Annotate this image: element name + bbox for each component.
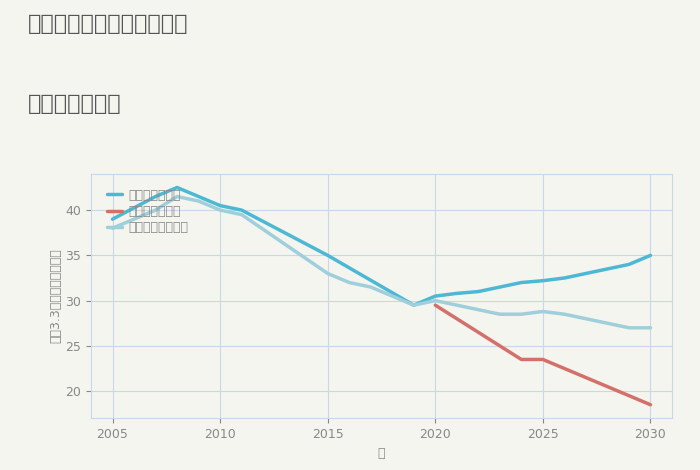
バッドシナリオ [453,316,461,321]
グッドシナリオ [582,271,590,276]
ノーマルシナリオ [237,212,246,218]
グッドシナリオ [195,194,203,199]
X-axis label: 年: 年 [378,446,385,460]
グッドシナリオ [173,185,181,190]
グッドシナリオ [474,289,482,294]
グッドシナリオ [151,194,160,199]
ノーマルシナリオ [195,198,203,204]
バッドシナリオ [539,357,547,362]
グッドシナリオ [646,252,654,258]
グッドシナリオ [517,280,526,285]
ノーマルシナリオ [603,321,612,326]
ノーマルシナリオ [388,293,396,299]
ノーマルシナリオ [151,207,160,213]
Text: 愛知県海部郡蟹江町今西の: 愛知県海部郡蟹江町今西の [28,14,188,34]
グッドシナリオ [560,275,568,281]
Line: ノーマルシナリオ: ノーマルシナリオ [113,196,650,328]
グッドシナリオ [625,262,634,267]
Line: グッドシナリオ: グッドシナリオ [113,188,650,305]
グッドシナリオ [410,302,418,308]
ノーマルシナリオ [431,298,440,304]
バッドシナリオ [582,375,590,380]
ノーマルシナリオ [453,302,461,308]
Line: バッドシナリオ: バッドシナリオ [435,305,650,405]
ノーマルシナリオ [173,194,181,199]
Text: 土地の価格推移: 土地の価格推移 [28,94,122,114]
ノーマルシナリオ [410,302,418,308]
ノーマルシナリオ [216,207,224,213]
バッドシナリオ [474,329,482,335]
ノーマルシナリオ [560,312,568,317]
グッドシナリオ [108,216,117,222]
ノーマルシナリオ [582,316,590,321]
ノーマルシナリオ [517,312,526,317]
バッドシナリオ [603,384,612,390]
ノーマルシナリオ [345,280,354,285]
グッドシナリオ [323,252,332,258]
ノーマルシナリオ [367,284,375,290]
ノーマルシナリオ [108,226,117,231]
グッドシナリオ [539,278,547,283]
バッドシナリオ [431,302,440,308]
ノーマルシナリオ [496,312,504,317]
グッドシナリオ [216,203,224,208]
ノーマルシナリオ [539,309,547,314]
グッドシナリオ [603,266,612,272]
Legend: グッドシナリオ, バッドシナリオ, ノーマルシナリオ: グッドシナリオ, バッドシナリオ, ノーマルシナリオ [103,185,192,238]
バッドシナリオ [646,402,654,407]
グッドシナリオ [453,290,461,296]
ノーマルシナリオ [474,307,482,313]
バッドシナリオ [625,393,634,399]
グッドシナリオ [237,207,246,213]
バッドシナリオ [496,343,504,349]
バッドシナリオ [517,357,526,362]
ノーマルシナリオ [646,325,654,330]
ノーマルシナリオ [323,271,332,276]
Y-axis label: 坪（3.3㎡）単価（万円）: 坪（3.3㎡）単価（万円） [50,249,62,344]
グッドシナリオ [431,293,440,299]
グッドシナリオ [496,284,504,290]
バッドシナリオ [560,366,568,371]
ノーマルシナリオ [625,325,634,330]
